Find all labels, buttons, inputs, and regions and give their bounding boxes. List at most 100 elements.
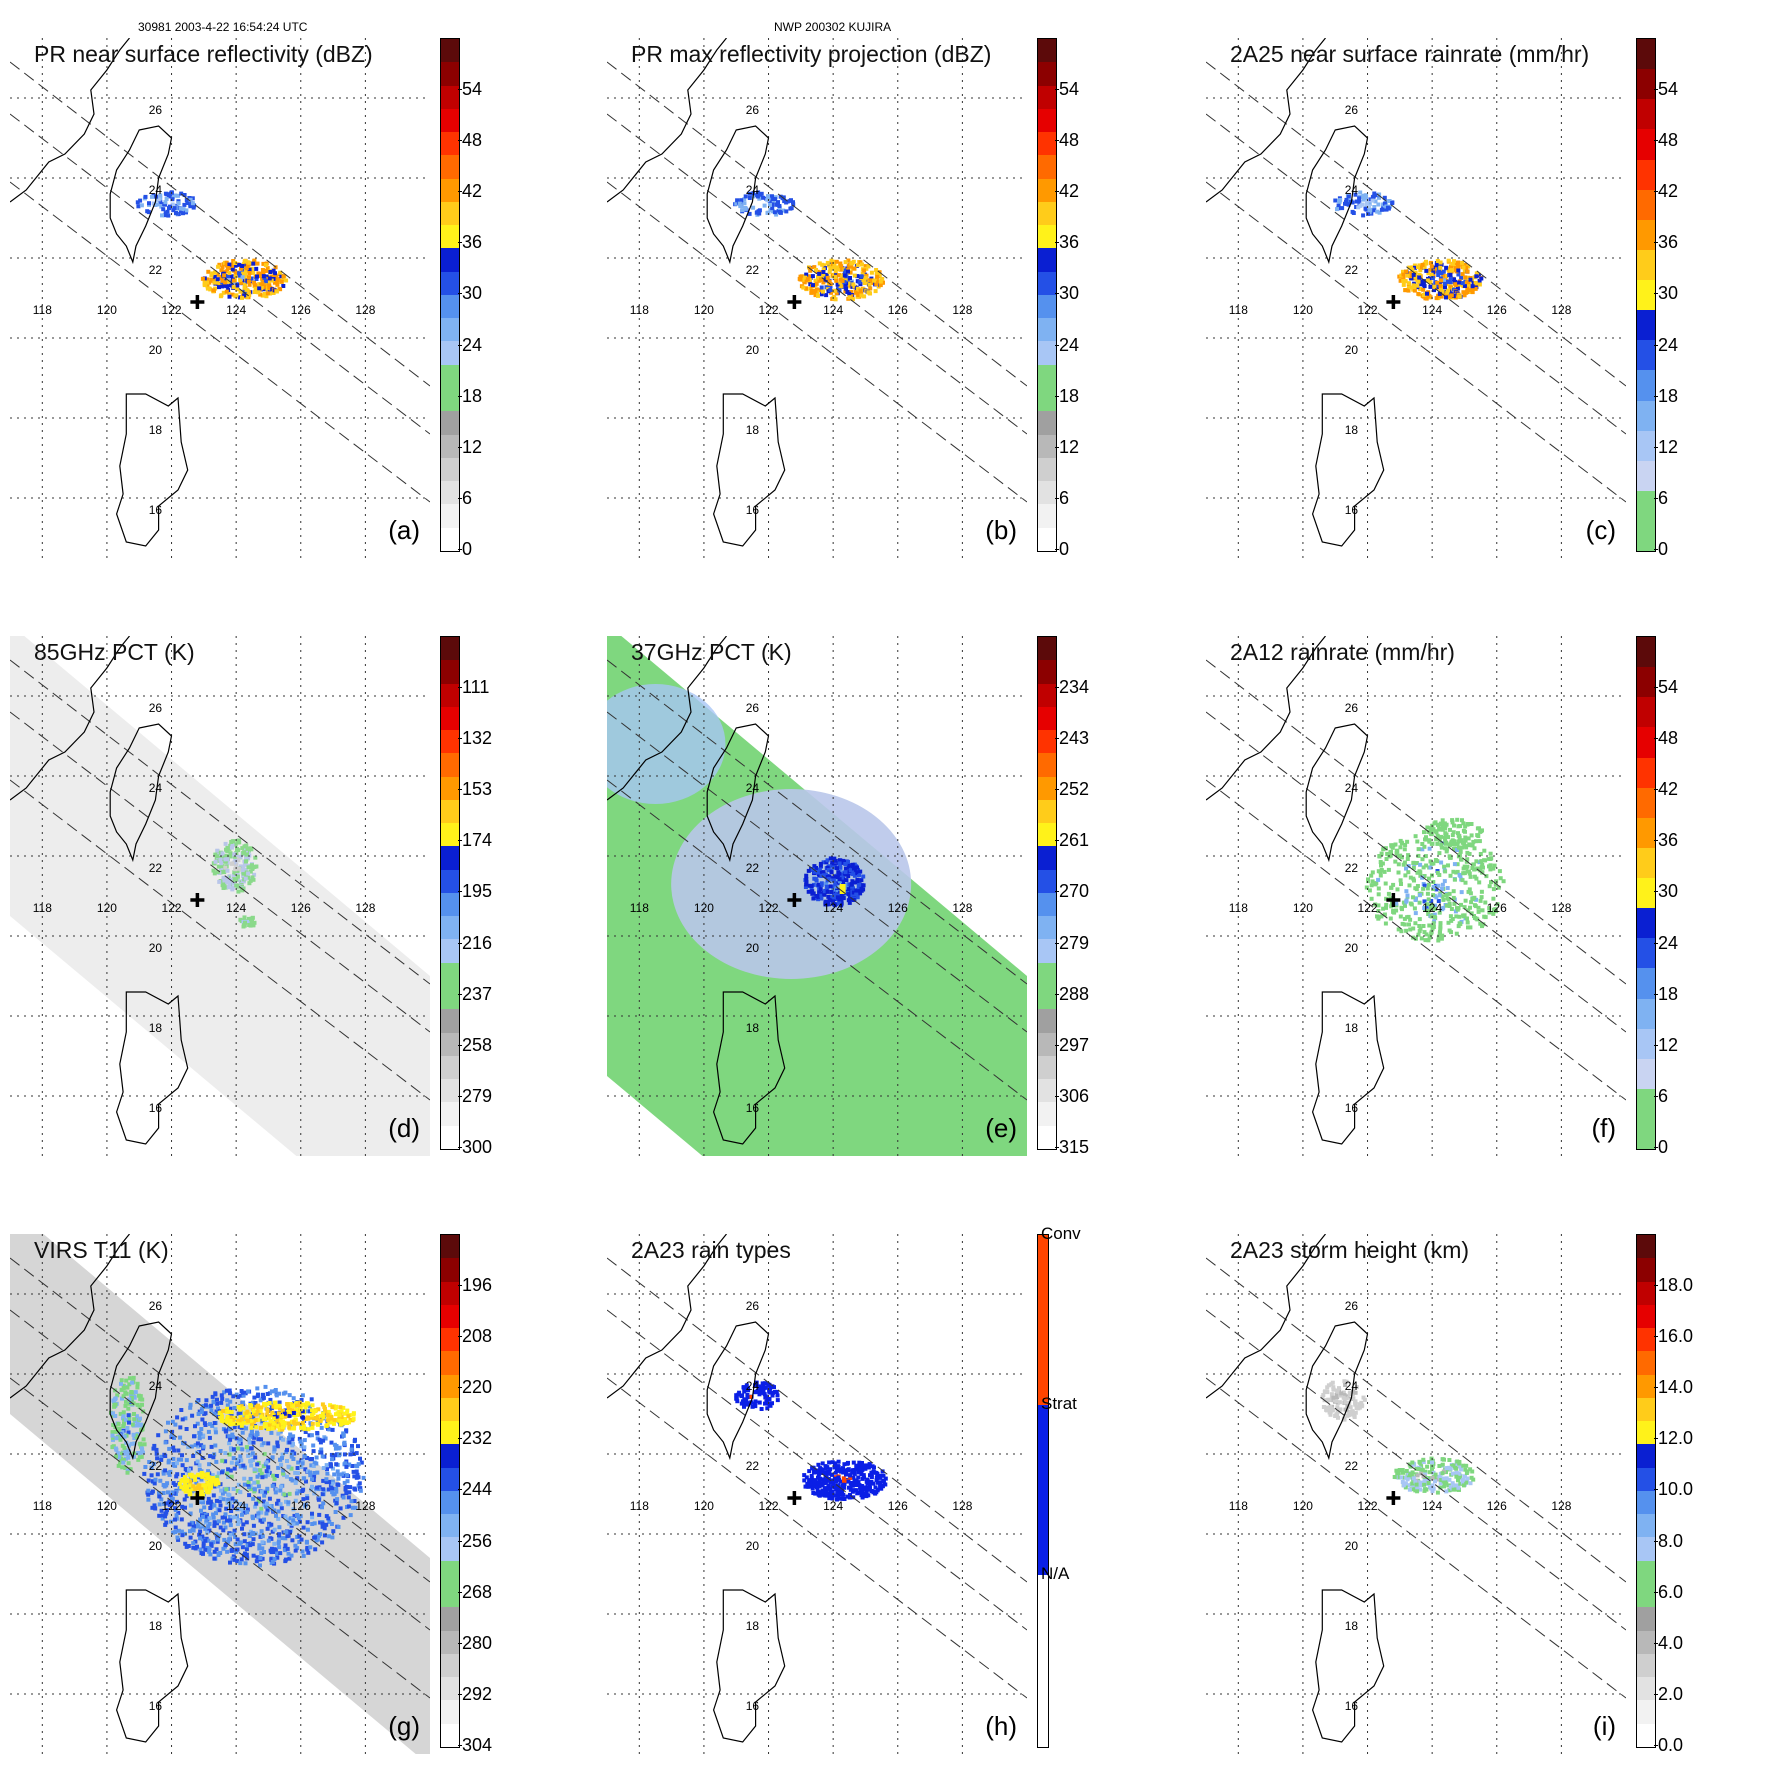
tmi-rain — [1396, 927, 1401, 932]
tmi-rain — [1413, 834, 1418, 839]
pr-echo — [274, 280, 279, 285]
virs-cold-top — [346, 1414, 351, 1419]
virs-cold-top — [325, 1412, 330, 1417]
pct85-cell — [242, 923, 247, 928]
virs-cloud — [125, 1426, 130, 1430]
colorbar-gradient — [440, 38, 460, 552]
tmi-rain — [1437, 931, 1442, 936]
pct37-cell — [818, 887, 823, 892]
longitude-label: 126 — [291, 901, 311, 915]
pct37-cell — [822, 891, 827, 896]
pr-echo — [1473, 286, 1478, 291]
virs-cloud — [232, 1466, 237, 1471]
colorbar-tick: 12 — [1054, 436, 1080, 457]
virs-cloud — [287, 1435, 292, 1440]
virs-cold-top — [293, 1417, 298, 1422]
pr-echo — [1435, 280, 1440, 285]
pr-echo — [263, 284, 268, 289]
virs-cloud — [224, 1487, 229, 1492]
longitude-label: 128 — [355, 303, 375, 317]
virs-cloud — [170, 1419, 175, 1424]
virs-cloud — [332, 1491, 337, 1496]
virs-cloud — [215, 1521, 219, 1526]
pct37-cell — [810, 889, 815, 894]
raintype-pixel — [803, 1484, 808, 1489]
tmi-rain — [1440, 824, 1445, 829]
pr-swath-edge — [10, 1309, 430, 1631]
virs-cold-top — [222, 1419, 227, 1424]
coastline-luzon — [115, 393, 189, 547]
virs-cloud — [195, 1459, 200, 1464]
pr-echo — [1413, 270, 1418, 275]
tmi-rain — [1416, 932, 1421, 937]
pct37-cell — [825, 889, 830, 894]
virs-cloud — [320, 1492, 325, 1497]
raintype-pixel — [741, 1385, 746, 1390]
coastline-taiwan — [109, 125, 173, 265]
data-field-b — [733, 190, 885, 302]
longitude-label: 118 — [33, 303, 52, 317]
tmi-rain — [1479, 895, 1484, 900]
colorbar-segment — [1038, 985, 1056, 1010]
raintype-pixel — [737, 1390, 742, 1395]
virs-cloud — [167, 1472, 172, 1477]
virs-cloud — [236, 1394, 241, 1399]
pr-echo — [1412, 288, 1417, 293]
virs-cloud — [211, 1540, 216, 1545]
virs-cloud — [264, 1504, 269, 1509]
pct37-cell — [833, 874, 838, 879]
colorbar-tick: 24 — [457, 334, 483, 355]
virs-cloud — [227, 1537, 232, 1542]
raintype-pixel — [862, 1475, 866, 1480]
virs-cloud — [200, 1534, 205, 1539]
colorbar-segment — [1637, 430, 1655, 461]
virs-cold-top — [339, 1418, 344, 1423]
tmi-rain — [1394, 851, 1399, 856]
virs-cloud — [248, 1452, 253, 1457]
map-a: 118 120 122 124 126 128 26 24 22 20 18 16 — [10, 38, 430, 558]
tmi-rain — [1481, 922, 1486, 927]
virs-cloud — [224, 1429, 229, 1434]
virs-cloud — [213, 1430, 218, 1435]
virs-cloud — [201, 1544, 206, 1549]
virs-cloud — [218, 1503, 223, 1508]
pr-echo — [833, 269, 838, 274]
virs-cloud — [129, 1395, 134, 1400]
virs-cloud — [259, 1489, 264, 1494]
data-field-d — [10, 636, 430, 1156]
virs-cloud — [321, 1501, 326, 1506]
tmi-rain — [1395, 887, 1400, 892]
pct37-cell — [817, 890, 822, 895]
pct37-cell — [846, 892, 851, 897]
pct37-cell — [841, 896, 846, 901]
pct85-cell — [228, 854, 233, 859]
pr-echo — [1363, 206, 1368, 211]
virs-cloud — [274, 1474, 279, 1478]
tmi-rain — [1451, 889, 1456, 894]
raintype-pixel — [823, 1466, 828, 1471]
virs-cold-top — [231, 1417, 236, 1422]
pr-echo — [1405, 273, 1410, 278]
raintype-pixel — [815, 1490, 820, 1495]
tmi-rain — [1435, 841, 1440, 846]
virs-cold-top — [209, 1480, 214, 1485]
pr-echo — [798, 274, 803, 279]
virs-cold-top — [265, 1401, 269, 1406]
colorbar-tick: 232 — [457, 1428, 493, 1449]
virs-cloud — [241, 1393, 246, 1398]
virs-cloud — [250, 1451, 255, 1456]
virs-cloud — [193, 1424, 197, 1429]
virs-cloud — [228, 1446, 233, 1451]
storm-height-pixel — [1423, 1469, 1428, 1474]
colorbar-tick: 24 — [1653, 334, 1679, 355]
pr-echo — [1417, 275, 1422, 280]
virs-cold-top — [291, 1404, 296, 1409]
pct37-cell — [853, 888, 857, 893]
virs-cloud — [212, 1503, 217, 1508]
virs-cloud — [135, 1381, 140, 1386]
pct37-cell — [857, 883, 862, 887]
tmi-rain — [1408, 901, 1413, 906]
tmi-rain — [1478, 921, 1483, 926]
storm-center-marker — [190, 295, 205, 309]
